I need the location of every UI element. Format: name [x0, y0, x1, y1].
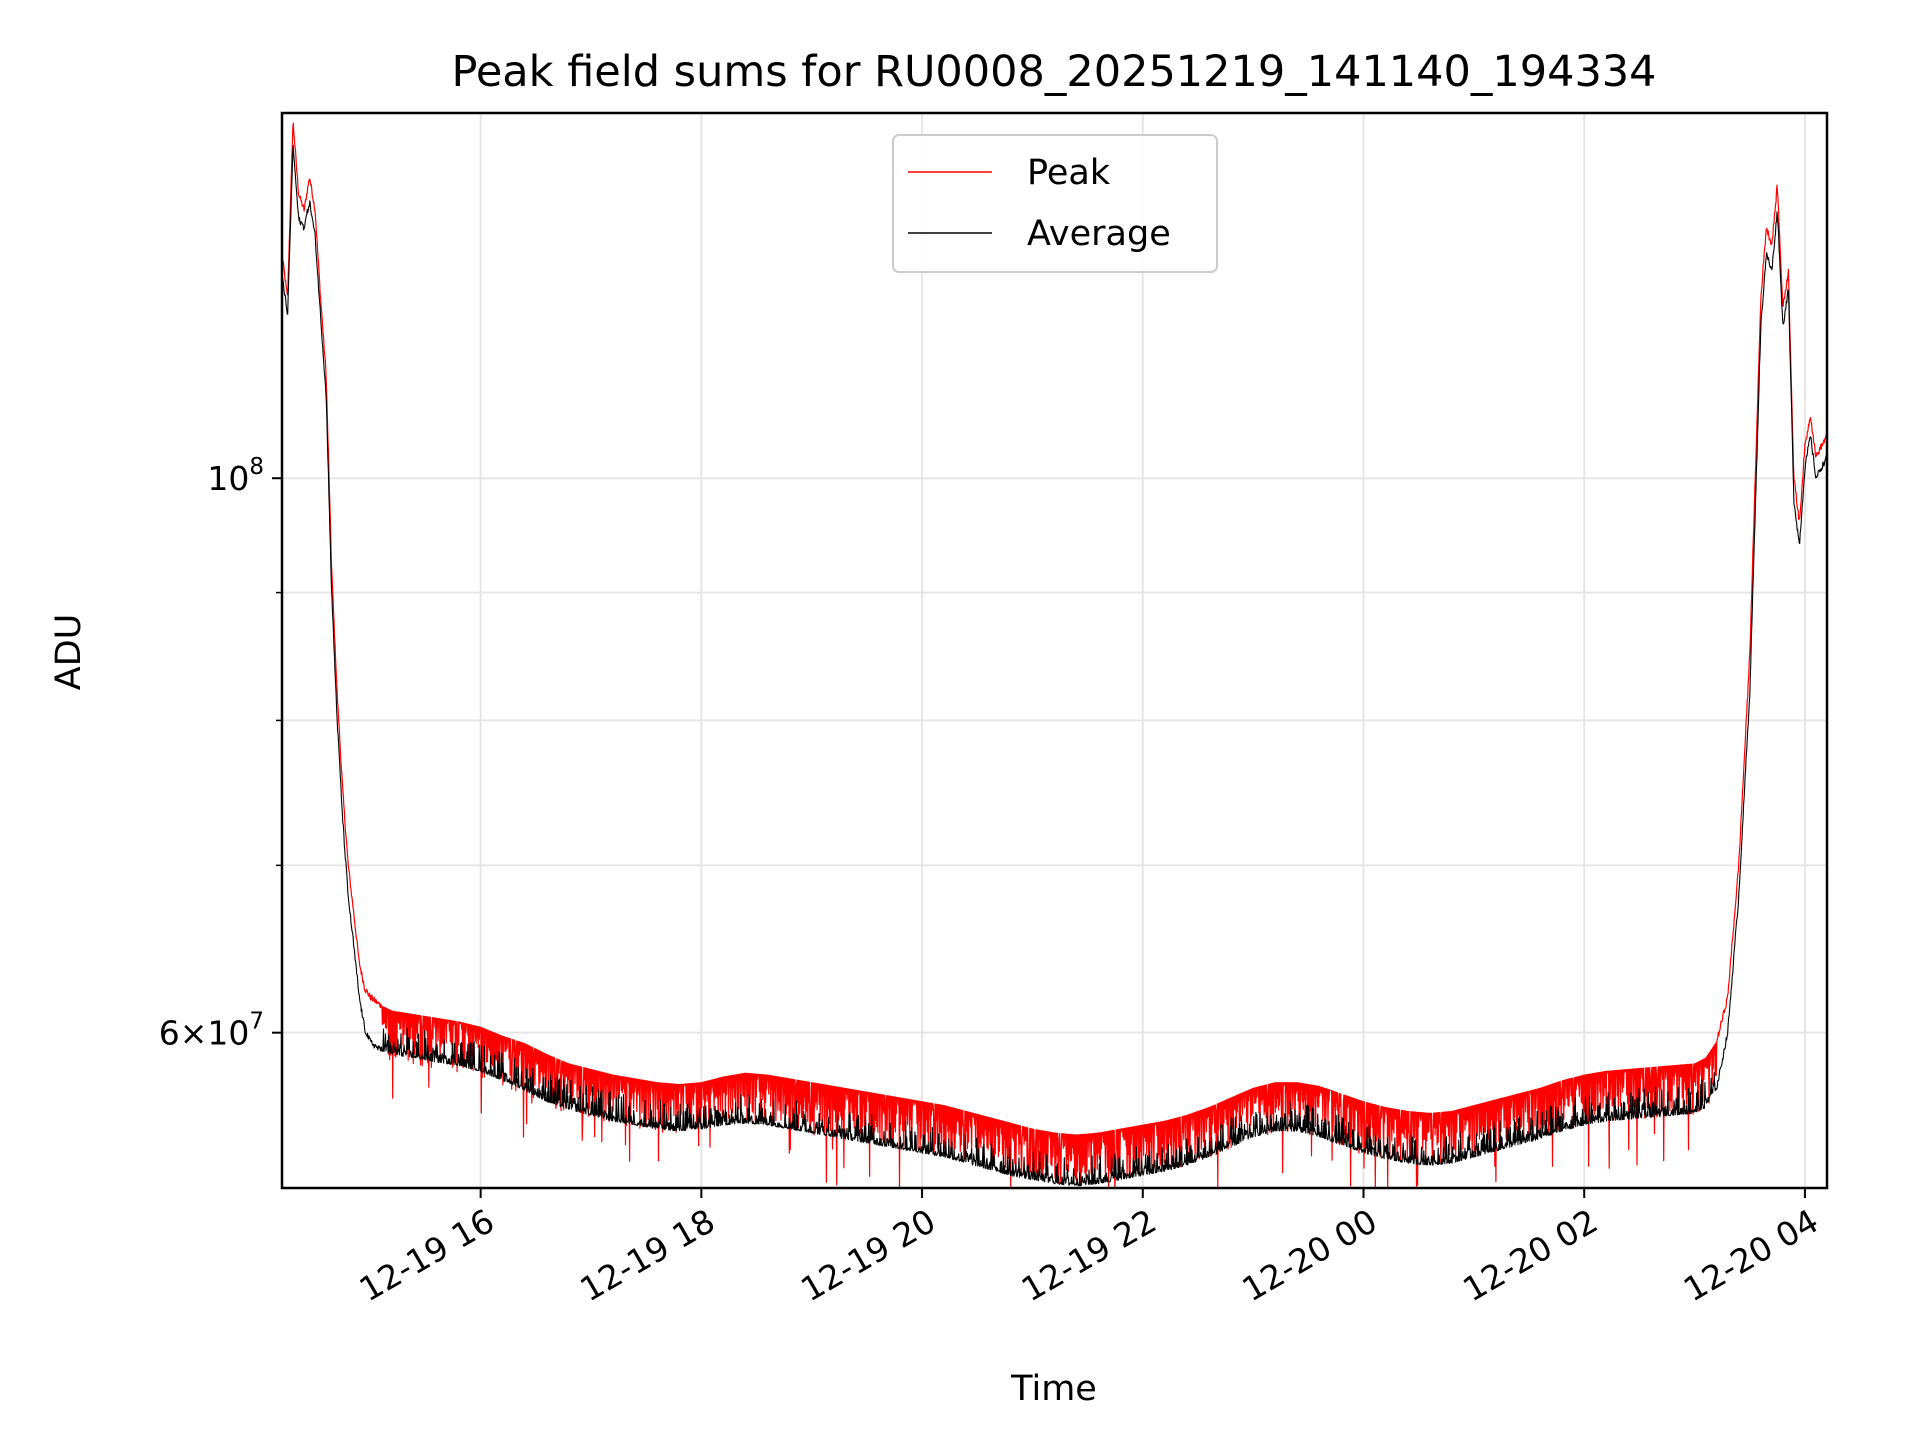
legend-box: [892, 134, 1218, 273]
series-line-average: [281, 145, 1828, 1187]
series-layer: [281, 122, 1828, 1189]
plot-frame: [280, 111, 1829, 1190]
legend-peak-label: Peak: [1027, 153, 1111, 193]
legend-average-label: Average: [1027, 214, 1171, 254]
y-axis: 108 6×107: [159, 454, 282, 1053]
legend: Peak Average: [892, 134, 1218, 273]
x-axis-label: Time: [1010, 1369, 1097, 1409]
y-axis-label: ADU: [49, 614, 89, 691]
chart-title: Peak field sums for RU0008_20251219_1411…: [451, 47, 1656, 97]
grid: [282, 113, 1827, 1188]
y-tick-label-0: 108: [207, 454, 264, 498]
series-line-peak: [281, 122, 1828, 1189]
y-tick-label-1: 6×107: [159, 1009, 264, 1053]
